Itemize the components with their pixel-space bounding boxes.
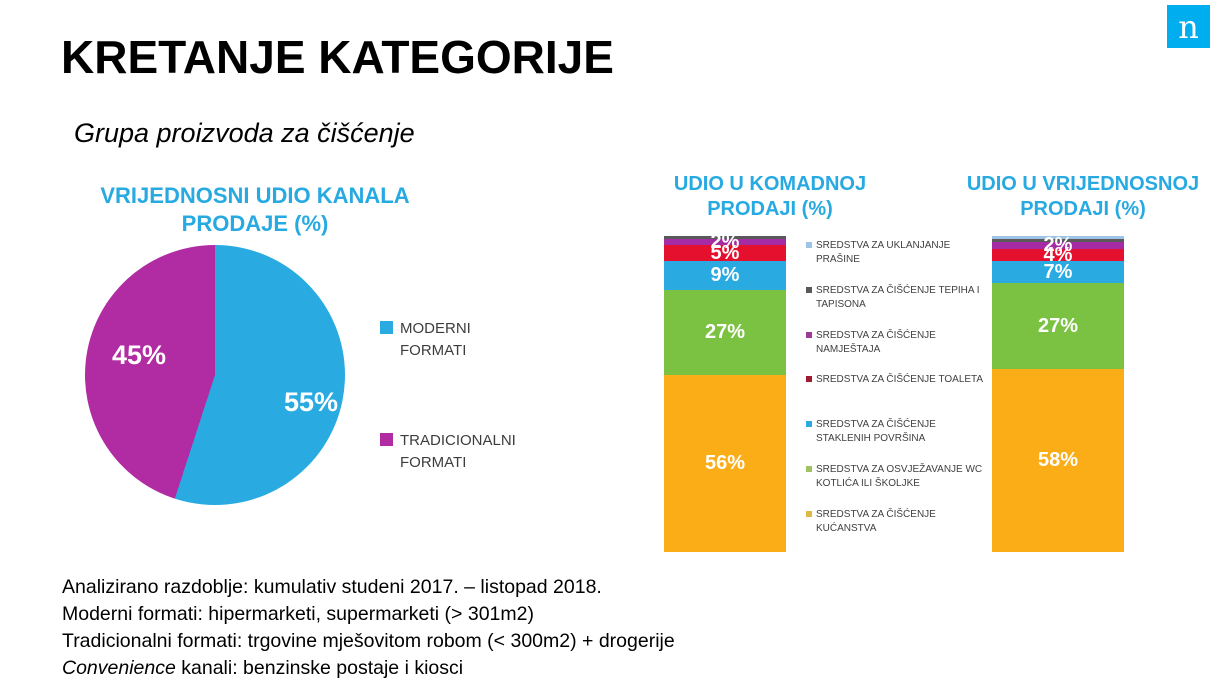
bar-segment: 9% (664, 261, 786, 290)
bar-segment (992, 239, 1124, 243)
nielsen-logo-letter: n (1178, 7, 1199, 46)
pie (85, 245, 345, 505)
legend-swatch (380, 321, 393, 334)
legend-swatch (806, 332, 812, 338)
legend-swatch (806, 376, 812, 382)
bar-segment: 56% (664, 375, 786, 552)
bar-segment-label: 27% (704, 321, 746, 344)
footer-line: Analizirano razdoblje: kumulativ studeni… (62, 576, 602, 598)
bar-legend: SREDSTVA ZA UKLANJANJE PRAŠINE SREDSTVA Z… (806, 236, 988, 556)
bar-segment: 7% (992, 261, 1124, 284)
legend-label: SREDSTVA ZA OSVJEŽAVANJE WC KOTLIĆA ILI … (816, 464, 983, 489)
legend-label: SREDSTVA ZA UKLANJANJE PRAŠINE (816, 240, 951, 265)
legend-label: SREDSTVA ZA ČIŠĆENJE TOALETA (816, 374, 984, 385)
legend-swatch (806, 287, 812, 293)
stacked-bar-1: 2% 5% 9% 27% 56% (664, 232, 786, 552)
legend-swatch (806, 242, 812, 248)
page-title: KRETANJE KATEGORIJE (61, 31, 614, 83)
footer-notes: Analizirano razdoblje: kumulativ studeni… (62, 574, 675, 679)
legend-item: SREDSTVA ZA ČIŠĆENJE KUĆANSTVA (806, 508, 986, 536)
legend-swatch (806, 511, 812, 517)
bar-segment-label: 56% (704, 452, 746, 475)
legend-swatch (380, 433, 393, 446)
bar2-chart-title: UDIO U VRIJEDNOSNOJ PRODAJI (%) (966, 173, 1200, 220)
bar-segment: 2% (664, 232, 786, 252)
legend-label: SREDSTVA ZA ČIŠĆENJE KUĆANSTVA (816, 509, 936, 534)
legend-label: SREDSTVA ZA ČIŠĆENJE NAMJEŠTAJA (816, 330, 936, 355)
bar-segment: 5% (664, 242, 786, 265)
pie-slice-label-tradicionalni: 45% (112, 340, 167, 370)
pie-chart-title: VRIJEDNOSNI UDIO KANALA PRODAJE (%) (100, 183, 410, 236)
bar-segment-label: 4% (1043, 243, 1073, 266)
bar-segment (664, 236, 786, 240)
bar-segment: 4% (992, 245, 1124, 265)
nielsen-logo: n (1167, 5, 1210, 48)
legend-label: TRADICIONALNI FORMATI (400, 432, 516, 471)
bar1-chart-title: UDIO U KOMADNOJ PRODAJI (%) (673, 173, 867, 220)
bar-segment-label: 2% (1043, 234, 1073, 257)
bar-segment-label: 27% (1037, 315, 1079, 338)
legend-label: SREDSTVA ZA ČIŠĆENJE TEPIHA I TAPISONA (816, 285, 980, 310)
legend-item: SREDSTVA ZA UKLANJANJE PRAŠINE (806, 239, 986, 267)
legend-swatch (806, 466, 812, 472)
bar-segment: 58% (992, 368, 1124, 552)
page-subtitle: Grupa proizvoda za čišćenje (74, 118, 415, 148)
footer-line: Convenience kanali: benzinske postaje i … (62, 655, 675, 679)
stacked-bar-2: 2% 4% 7% 27% 58% (992, 235, 1124, 552)
legend-label: SREDSTVA ZA ČIŠĆENJE STAKLENIH POVRŠINA (816, 419, 936, 444)
pie-slice-label-moderni: 55% (284, 387, 339, 417)
legend-swatch (806, 421, 812, 427)
bar-segment-label: 2% (710, 231, 740, 254)
legend-label: MODERNI FORMATI (400, 320, 471, 359)
footer-line-italic-word: Convenience (62, 657, 176, 679)
bar-segment-label: 7% (1043, 261, 1073, 284)
bar-segment-label: 5% (710, 242, 740, 265)
legend-item: SREDSTVA ZA ČIŠĆENJE NAMJEŠTAJA (806, 329, 986, 357)
bar-segment: 2% (992, 235, 1124, 255)
footer-line-rest: kanali: benzinske postaje i kiosci (175, 657, 464, 679)
legend-item: SREDSTVA ZA OSVJEŽAVANJE WC KOTLIĆA ILI … (806, 463, 986, 491)
bar-segment-label: 58% (1037, 449, 1079, 472)
legend-item: SREDSTVA ZA ČIŠĆENJE TOALETA (806, 373, 986, 387)
bar-segment-label: 9% (710, 264, 740, 287)
legend-item: SREDSTVA ZA ČIŠĆENJE STAKLENIH POVRŠINA (806, 418, 986, 446)
bar-segment (992, 236, 1124, 240)
bar-segment: 27% (664, 289, 786, 376)
legend-item: SREDSTVA ZA ČIŠĆENJE TEPIHA I TAPISONA (806, 284, 986, 312)
footer-line: Tradicionalni formati: trgovine mješovit… (62, 630, 675, 652)
pie-legend-item-moderni: MODERNI FORMATI (380, 318, 528, 362)
footer-line: Moderni formati: hipermarketi, supermark… (62, 603, 534, 625)
bar-segment: 27% (992, 283, 1124, 369)
pie-legend-item-tradicionalni: TRADICIONALNI FORMATI (380, 430, 528, 474)
